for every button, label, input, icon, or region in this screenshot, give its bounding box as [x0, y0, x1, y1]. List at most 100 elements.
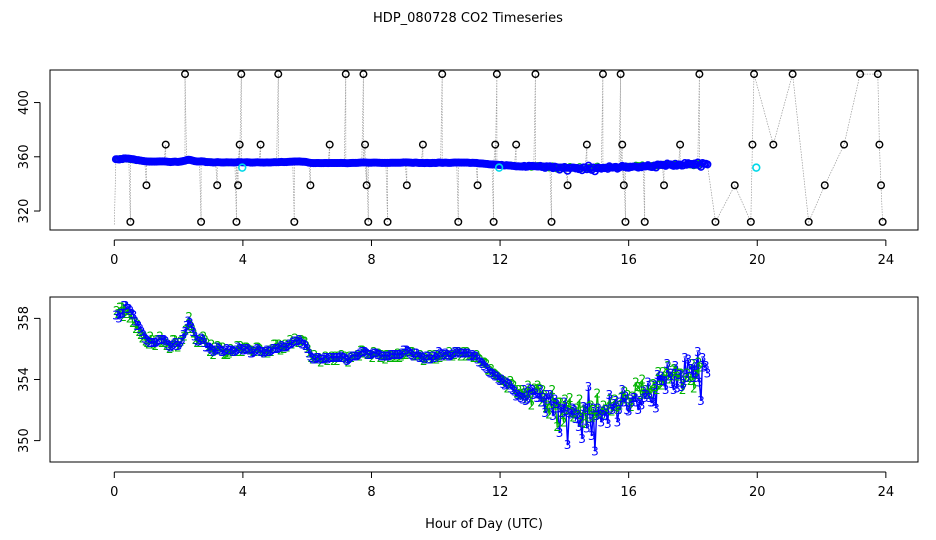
bottom-green-label: 2: [595, 408, 603, 422]
bottom-green-label: 2: [195, 333, 203, 347]
bottom-blue-label: 3: [679, 377, 687, 391]
bottom-blue-label: 3: [622, 389, 630, 403]
bottom-blue-label: 3: [462, 347, 470, 361]
bottom-green-label: 2: [224, 348, 232, 362]
bottom-blue-label: 3: [644, 376, 652, 390]
bottom-blue-label: 3: [162, 334, 170, 348]
bottom-blue-label: 3: [522, 394, 530, 408]
bottom-green-label: 2: [230, 345, 238, 359]
bottom-green-label: 2: [544, 398, 552, 412]
bottom-blue-label: 3: [671, 359, 679, 373]
bottom-green-label: 2: [422, 351, 430, 365]
bottom-blue-label: 3: [292, 334, 300, 348]
bottom-blue-label: 3: [454, 345, 462, 359]
bottom-green-label: 2: [499, 374, 507, 388]
bottom-green-label: 2: [264, 347, 272, 361]
bottom-green-label: 2: [277, 343, 285, 357]
bottom-green-label: 2: [311, 348, 319, 362]
top-calibration-point: [660, 181, 669, 190]
bottom-blue-label: 3: [450, 347, 458, 361]
bottom-blue-label: 3: [308, 351, 316, 365]
bottom-green-label: 2: [571, 405, 579, 419]
figure-title: HDP_080728 CO2 Timeseries: [373, 11, 563, 26]
bottom-blue-label: 3: [564, 438, 572, 452]
bottom-green-label: 2: [327, 351, 335, 365]
bottom-blue-label: 3: [255, 343, 263, 357]
bottom-blue-label: 3: [673, 382, 681, 396]
top-calibration-point: [235, 140, 244, 149]
bottom-green-label: 2: [254, 340, 262, 354]
bottom-blue-label: 3: [117, 307, 125, 321]
top-calibration-point: [875, 140, 884, 149]
top-calibration-point: [769, 140, 778, 149]
bottom-green-label: 2: [508, 377, 516, 391]
bottom-blue-label: 3: [279, 340, 287, 354]
bottom-blue-label: 3: [585, 380, 593, 394]
top-y-tick-label: 400: [17, 90, 32, 115]
bottom-green-label: 2: [174, 340, 182, 354]
bottom-green-label: 2: [687, 374, 695, 388]
bottom-blue-label: 3: [178, 333, 186, 347]
bottom-blue-label: 3: [291, 334, 299, 348]
bottom-blue-label: 3: [200, 336, 208, 350]
bottom-green-label: 2: [536, 382, 544, 396]
bottom-green-label: 2: [182, 324, 190, 338]
bottom-blue-label: 3: [643, 388, 651, 402]
bottom-blue-label: 3: [327, 351, 335, 365]
bottom-blue-label: 3: [207, 342, 215, 356]
bottom-blue-label: 3: [188, 321, 196, 335]
bottom-green-label: 2: [594, 386, 602, 400]
bottom-green-label: 2: [389, 348, 397, 362]
top-calibration-point: [234, 181, 243, 190]
bottom-green-label: 2: [341, 350, 349, 364]
bottom-green-label: 2: [155, 333, 163, 347]
bottom-blue-label: 3: [266, 345, 274, 359]
bottom-blue-label: 3: [318, 353, 326, 367]
bottom-green-label: 2: [550, 397, 558, 411]
bottom-blue-line: [115, 305, 709, 452]
bottom-green-label: 2: [205, 340, 213, 354]
bottom-green-label: 2: [245, 342, 253, 356]
bottom-green-label: 2: [476, 353, 484, 367]
bottom-blue-label: 3: [210, 345, 218, 359]
bottom-green-label: 2: [410, 350, 418, 364]
bottom-green-label: 2: [450, 348, 458, 362]
bottom-green-label: 2: [603, 403, 611, 417]
bottom-blue-label: 3: [184, 314, 192, 328]
bottom-green-label: 2: [290, 334, 298, 348]
bottom-green-label: 2: [642, 383, 650, 397]
bottom-green-label: 2: [214, 339, 222, 353]
bottom-green-label: 2: [190, 327, 198, 341]
bottom-green-label: 2: [576, 392, 584, 406]
bottom-green-label: 2: [151, 339, 159, 353]
bottom-x-tick-label: 16: [620, 485, 637, 500]
bottom-green-label: 2: [479, 356, 487, 370]
bottom-green-label: 2: [116, 301, 124, 315]
bottom-blue-label: 3: [128, 307, 136, 321]
bottom-blue-label: 3: [303, 342, 311, 356]
bottom-green-label: 2: [467, 350, 475, 364]
bottom-blue-label: 3: [440, 348, 448, 362]
bottom-green-label: 2: [253, 340, 261, 354]
bottom-blue-label: 3: [665, 369, 673, 383]
top-calibration-point: [232, 217, 241, 226]
bottom-blue-label: 3: [316, 353, 324, 367]
bottom-green-label: 2: [160, 334, 168, 348]
bottom-green-label: 2: [619, 389, 627, 403]
bottom-green-label: 2: [661, 369, 669, 383]
bottom-green-label: 2: [643, 388, 651, 402]
bottom-blue-label: 3: [544, 392, 552, 406]
bottom-blue-label: 3: [651, 379, 659, 393]
bottom-green-label: 2: [288, 337, 296, 351]
bottom-green-label: 2: [325, 351, 333, 365]
bottom-blue-label: 3: [506, 379, 514, 393]
top-calibration-point: [621, 217, 630, 226]
top-calibration-point: [383, 217, 392, 226]
bottom-blue-label: 3: [593, 409, 601, 423]
bottom-blue-label: 3: [527, 385, 535, 399]
bottom-blue-label: 3: [405, 345, 413, 359]
bottom-green-label: 2: [211, 340, 219, 354]
bottom-green-label: 2: [391, 351, 399, 365]
top-calibration-point: [563, 181, 572, 190]
bottom-blue-label: 3: [615, 403, 623, 417]
